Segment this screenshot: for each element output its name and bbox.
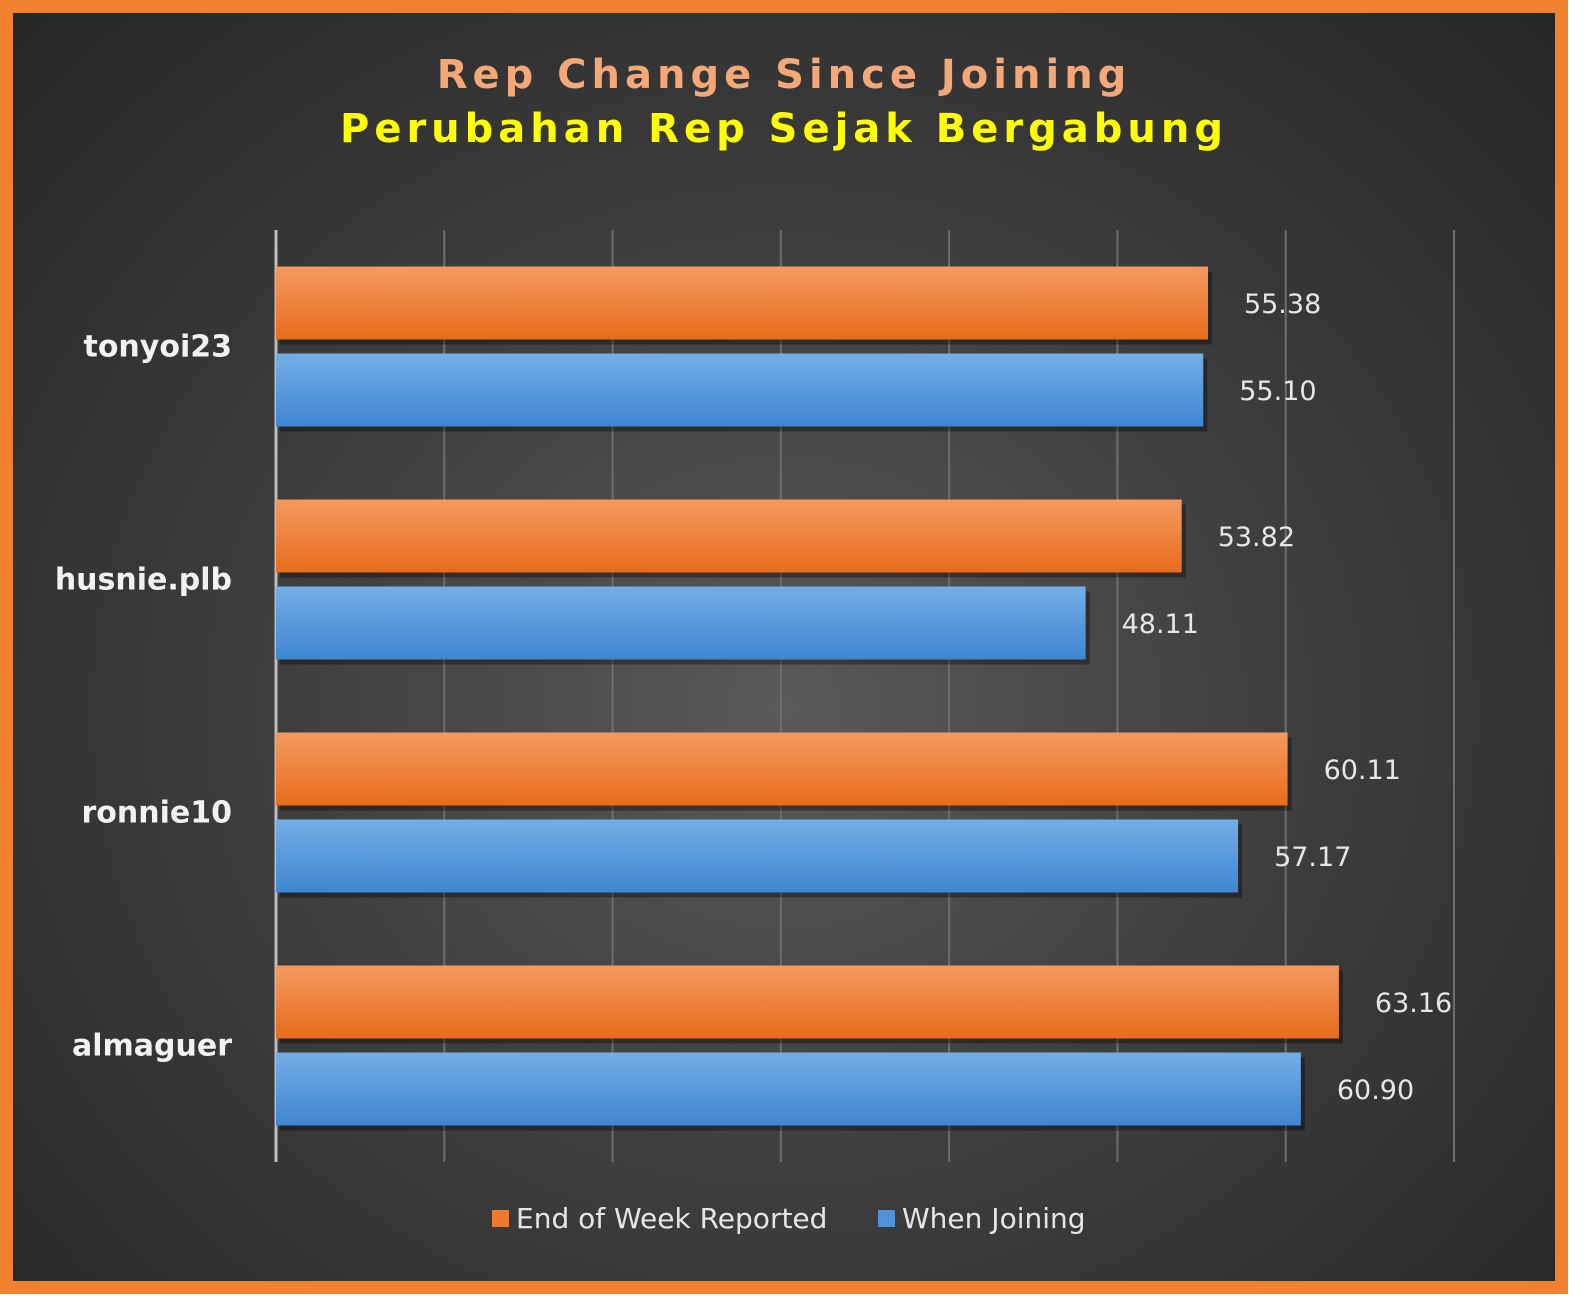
chart-subtitle: Perubahan Rep Sejak Bergabung [340,106,1228,152]
category-label: husnie.plb [55,563,232,598]
category-label: almaguer [72,1029,232,1064]
data-label: 60.90 [1337,1075,1414,1106]
bar [276,965,1339,1039]
labels: tonyoi23 55.38 55.10 husnie.plb 53.82 48.11 ro… [55,289,1452,1106]
legend-swatch [492,1210,509,1227]
data-label: 55.10 [1239,376,1316,407]
bar [276,353,1204,427]
data-label: 48.11 [1122,609,1199,640]
bar [276,732,1288,806]
legend-label: When Joining [902,1202,1086,1235]
bar-chart: Rep Change Since Joining Perubahan Rep S… [55,52,1455,1235]
bar [276,499,1182,573]
bar [276,586,1086,660]
data-label: 55.38 [1244,289,1321,320]
bar [276,266,1208,340]
data-label: 60.11 [1324,755,1401,786]
data-label: 53.82 [1218,522,1295,553]
data-label: 57.17 [1274,842,1351,873]
legend: End of Week Reported When Joining [492,1202,1086,1235]
category-label: tonyoi23 [83,330,232,365]
chart-title: Rep Change Since Joining [437,52,1132,98]
legend-label: End of Week Reported [516,1202,827,1235]
category-label: ronnie10 [82,796,233,831]
legend-swatch [878,1210,895,1227]
data-label: 63.16 [1375,988,1452,1019]
bar [276,1052,1301,1126]
bar [276,819,1239,893]
bars [276,266,1343,1131]
